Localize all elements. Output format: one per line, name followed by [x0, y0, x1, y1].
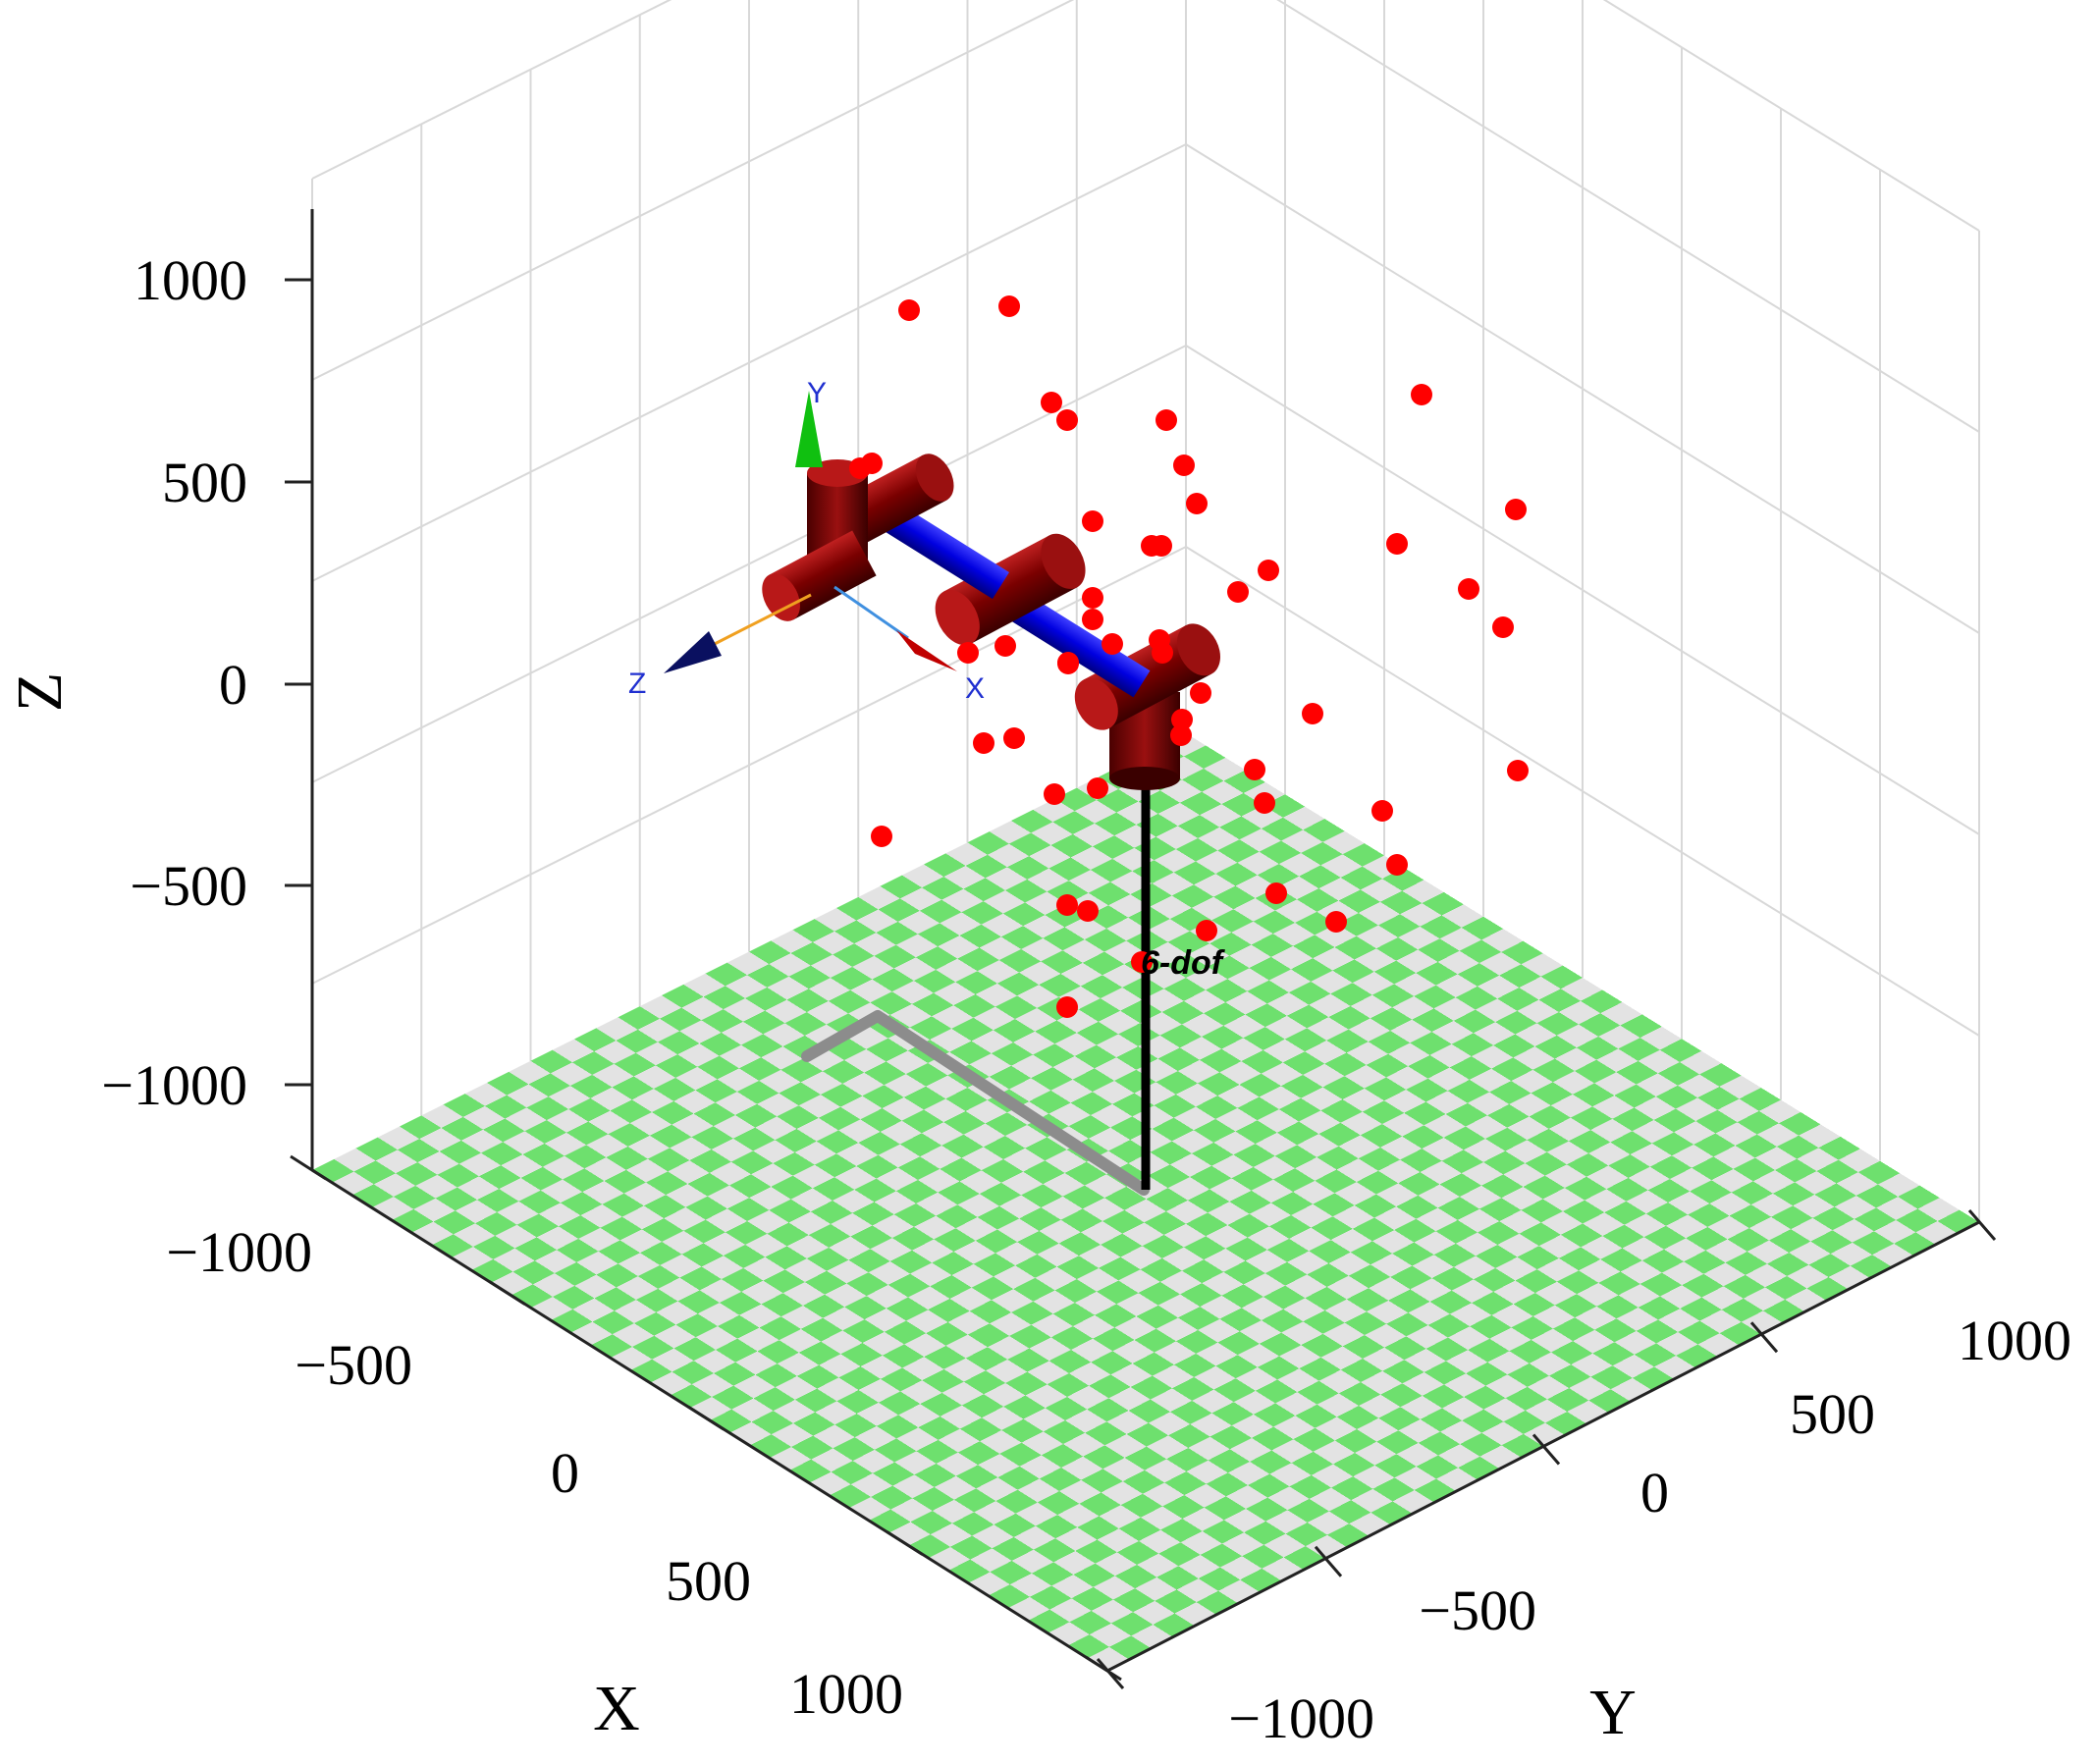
target-point: [1227, 581, 1249, 603]
x-tick-label: −500: [295, 1333, 412, 1397]
target-point: [1190, 682, 1211, 704]
target-point: [861, 453, 883, 474]
target-point: [871, 826, 892, 847]
target-point: [1371, 800, 1393, 822]
target-point: [1302, 703, 1323, 724]
x-tick-label: 0: [551, 1441, 579, 1505]
y-axis-label: Y: [1589, 1677, 1637, 1748]
target-point: [1087, 777, 1108, 799]
target-point: [1044, 783, 1065, 805]
target-point: [1152, 642, 1173, 664]
target-point: [1003, 727, 1025, 749]
target-point: [1173, 454, 1195, 476]
end-effector-frame: Z X Y: [628, 377, 985, 705]
z-axis-label: Z: [4, 672, 76, 712]
z-tick-label: 0: [219, 653, 247, 717]
robot-shadow: [801, 1010, 1150, 1196]
target-point: [973, 732, 994, 754]
target-point: [1458, 578, 1479, 600]
z-tick-label: −500: [130, 854, 247, 918]
target-points: [849, 295, 1529, 1018]
checkerboard-floor: [312, 733, 1979, 1671]
y-tick-label: 500: [1790, 1382, 1875, 1446]
target-point: [1155, 409, 1177, 431]
target-point: [1386, 854, 1408, 876]
x-axis-label: X: [593, 1673, 640, 1744]
frame-x-label: X: [965, 672, 985, 705]
target-point: [1258, 560, 1279, 581]
target-point: [1507, 760, 1529, 781]
target-point: [1186, 493, 1208, 514]
z-tick-label: 500: [162, 451, 247, 514]
target-point: [1057, 652, 1079, 673]
y-tick-label: 0: [1640, 1461, 1669, 1524]
target-point: [1254, 792, 1275, 814]
target-point: [1056, 996, 1078, 1018]
target-point: [1244, 759, 1265, 780]
target-point: [1265, 882, 1287, 904]
target-point: [1196, 920, 1217, 941]
target-point: [1077, 900, 1099, 922]
y-tick-label: −1000: [1228, 1686, 1374, 1750]
target-point: [1386, 533, 1408, 555]
y-tick-label: −500: [1419, 1578, 1536, 1642]
target-point: [1082, 587, 1103, 609]
target-point: [957, 642, 979, 664]
target-point: [1325, 911, 1347, 933]
x-tick-label: −1000: [166, 1220, 312, 1284]
target-point: [1041, 392, 1062, 413]
target-point: [1082, 510, 1103, 532]
target-point: [1102, 633, 1123, 655]
x-tick-label: 500: [666, 1549, 751, 1613]
x-tick-label: 1000: [789, 1662, 903, 1726]
target-point: [1170, 724, 1192, 746]
frame-y-label: Y: [807, 377, 827, 409]
target-point: [994, 635, 1016, 657]
target-point: [1411, 384, 1432, 405]
target-point: [898, 299, 920, 321]
frame-z-label: Z: [628, 668, 646, 700]
robot-name-label: 6-dof: [1141, 944, 1226, 982]
y-tick-label: 1000: [1958, 1309, 2071, 1372]
target-point: [1505, 499, 1527, 520]
z-tick-label: 1000: [134, 248, 247, 312]
target-point: [1131, 951, 1153, 973]
target-point: [1151, 535, 1172, 557]
target-point: [1492, 616, 1514, 638]
target-point: [1082, 609, 1103, 630]
robot-arm: [762, 454, 1220, 790]
target-point: [1056, 894, 1078, 916]
target-point: [1056, 409, 1078, 431]
target-point: [998, 295, 1020, 317]
z-tick-label: −1000: [101, 1053, 247, 1117]
target-point: [1171, 709, 1193, 730]
